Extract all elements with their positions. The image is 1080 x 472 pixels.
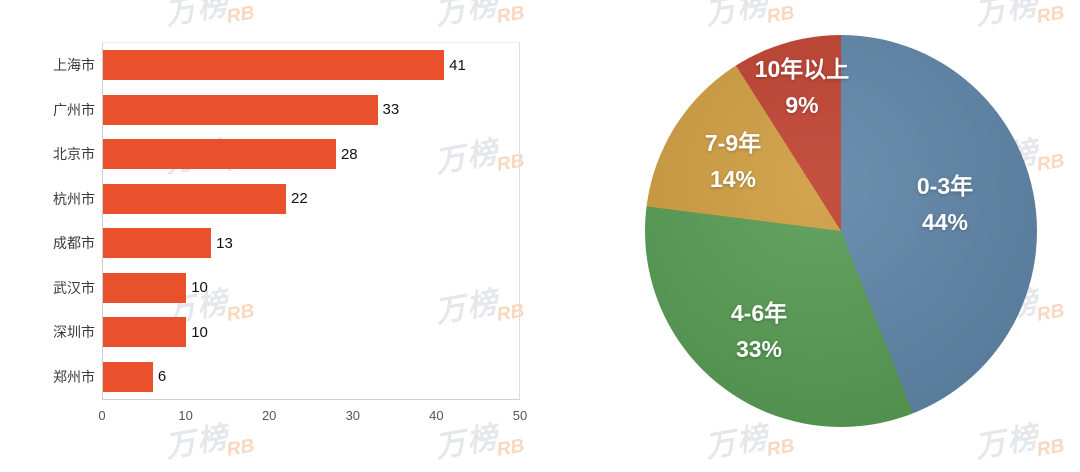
- bar: [103, 50, 445, 81]
- pie-slice-label: 4-6年 33%: [681, 295, 837, 367]
- bar: [103, 228, 212, 259]
- bar-row: 郑州市 6: [53, 355, 519, 400]
- bar-value-label: 28: [340, 145, 358, 163]
- pie-slice-value: 33%: [735, 336, 783, 362]
- pie-slice-value: 9%: [785, 92, 819, 118]
- bar-rows: 上海市 41 广州市 33 北京市 28 杭州市 22 成都市 13 武汉市 10 深圳市 10 郑州市 6: [53, 43, 519, 400]
- category-label: 武汉市: [53, 279, 95, 296]
- pie-slice-value: 14%: [709, 166, 757, 192]
- bar-value-label: 10: [191, 279, 208, 297]
- watermark-text: 万榜: [702, 0, 772, 32]
- bar: [103, 272, 187, 303]
- category-label: 广州市: [53, 101, 95, 118]
- bar-row: 广州市 33: [53, 88, 519, 133]
- category-label: 深圳市: [53, 324, 95, 341]
- pie-graphic: [645, 35, 1037, 427]
- pie-slice-label: 7-9年 14%: [655, 125, 811, 197]
- watermark-logo: RB: [1035, 300, 1066, 326]
- watermark-text: 万榜: [972, 0, 1042, 32]
- x-axis-tick: 30: [345, 408, 361, 423]
- watermark-logo: RB: [1035, 150, 1066, 176]
- category-label: 杭州市: [53, 190, 95, 207]
- bar: [103, 317, 187, 348]
- watermark-logo: RB: [765, 435, 796, 461]
- watermark-logo: RB: [1035, 2, 1066, 28]
- pie-slice-name: 4-6年: [730, 300, 788, 326]
- bar-row: 深圳市 10: [53, 310, 519, 355]
- category-label: 上海市: [53, 57, 95, 74]
- pie-slice-label: 10年以上 9%: [717, 51, 887, 123]
- bar-row: 杭州市 22: [53, 177, 519, 222]
- category-label: 北京市: [53, 146, 95, 163]
- bar-row: 北京市 28: [53, 132, 519, 177]
- bar: [103, 183, 287, 214]
- x-axis-tick: 50: [512, 408, 528, 423]
- watermark-text: 万榜: [702, 420, 772, 465]
- watermark: 万榜RB: [701, 0, 796, 39]
- pie-slice-name: 7-9年: [704, 130, 762, 156]
- bar-row: 武汉市 10: [53, 266, 519, 311]
- watermark-logo: RB: [225, 435, 256, 461]
- category-label: 成都市: [53, 235, 95, 252]
- pie-slice-value: 44%: [921, 209, 969, 235]
- category-label: 郑州市: [53, 368, 95, 385]
- bar: [103, 139, 336, 170]
- x-axis-tick: 10: [178, 408, 193, 423]
- bar-chart: 上海市 41 广州市 33 北京市 28 杭州市 22 成都市 13 武汉市 10 深圳市 10 郑州市 6 …: [40, 20, 527, 430]
- watermark-text: 万榜: [972, 420, 1042, 465]
- watermark-logo: RB: [765, 2, 796, 28]
- bar-chart-plot-area: 上海市 41 广州市 33 北京市 28 杭州市 22 成都市 13 武汉市 10 深圳市 10 郑州市 6: [53, 42, 520, 400]
- pie-slice-name: 10年以上: [754, 56, 850, 82]
- x-axis-tick: 40: [429, 408, 444, 423]
- watermark: 万榜RB: [971, 0, 1066, 39]
- bar-value-label: 13: [216, 234, 233, 252]
- x-axis-ticks: 0 10 20 30 40 50: [98, 408, 527, 426]
- bar-row: 上海市 41: [53, 43, 519, 88]
- bar-value-label: 22: [291, 190, 308, 208]
- bar: [103, 94, 378, 125]
- bar-value-label: 33: [382, 101, 400, 119]
- pie-slice-label: 0-3年 44%: [867, 168, 1023, 240]
- bar: [103, 361, 153, 392]
- watermark-logo: RB: [495, 435, 526, 461]
- x-axis-tick: 20: [261, 408, 277, 423]
- bar-row: 成都市 13: [53, 221, 519, 266]
- bar-value-label: 10: [191, 323, 208, 341]
- bar-value-label: 41: [449, 56, 466, 74]
- pie-chart: 0-3年 44% 4-6年 33% 7-9年 14% 10年以上 9%: [645, 35, 1037, 427]
- bar-value-label: 6: [157, 368, 167, 386]
- x-axis-tick: 0: [98, 408, 106, 423]
- watermark-logo: RB: [1035, 435, 1066, 461]
- pie-slice-name: 0-3年: [916, 173, 974, 199]
